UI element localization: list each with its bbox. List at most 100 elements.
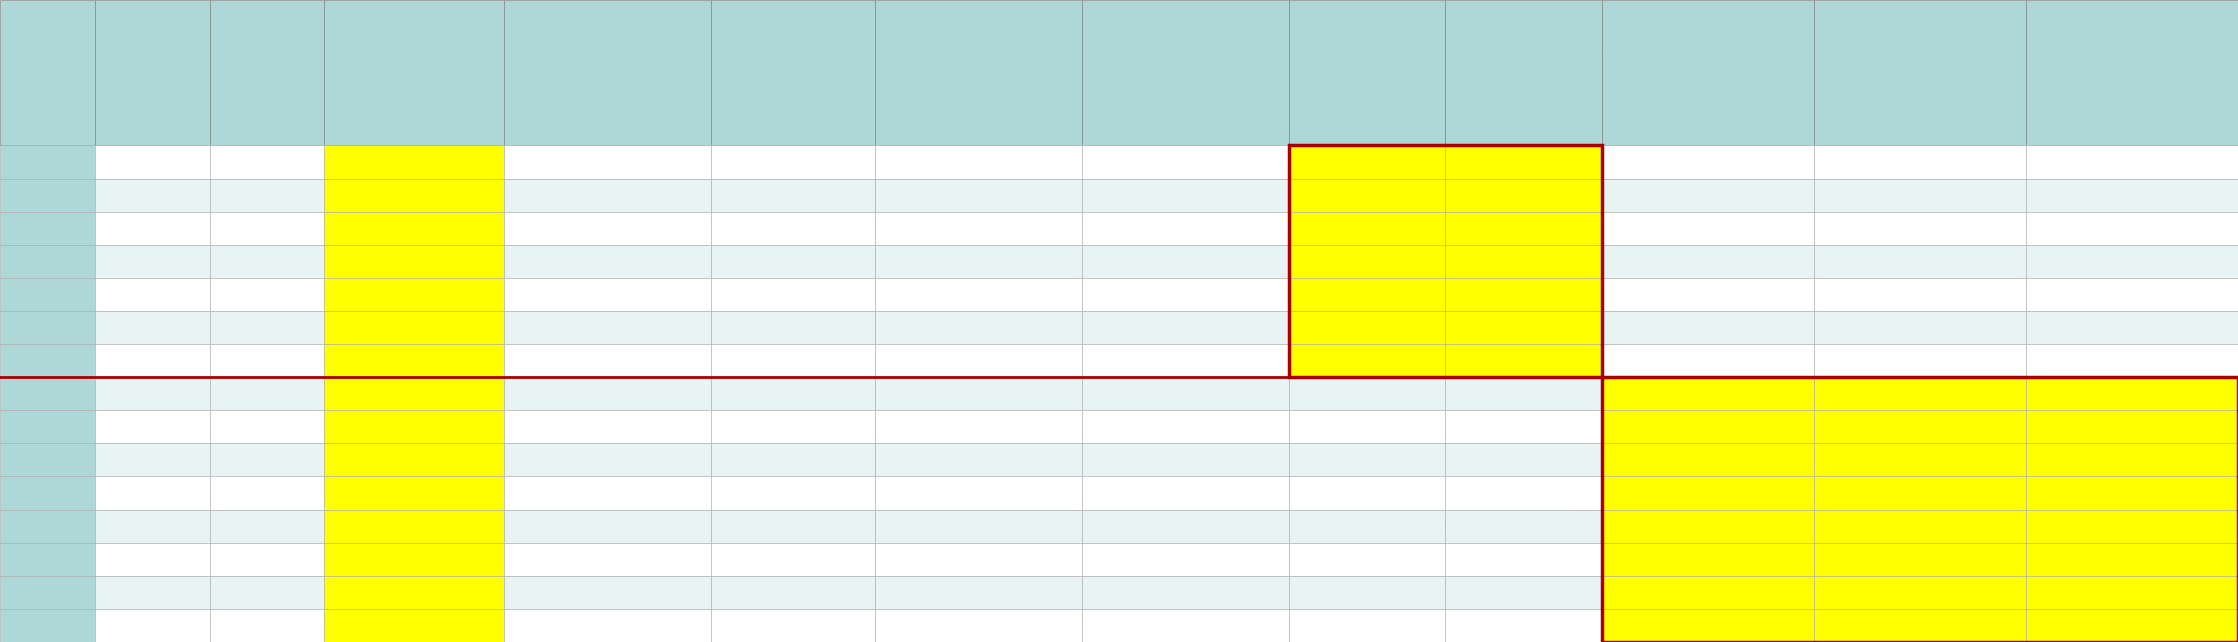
Text: 4.67%: 4.67% xyxy=(163,521,199,531)
Text: 253,430.74: 253,430.74 xyxy=(2164,223,2227,233)
Text: 47.15%: 47.15% xyxy=(1392,256,1435,266)
Text: 66,550.00: 66,550.00 xyxy=(436,256,492,266)
Text: 129,687.12: 129,687.12 xyxy=(430,488,492,498)
Text: 955,949.07: 955,949.07 xyxy=(636,422,700,432)
Text: 80.00%: 80.00% xyxy=(157,157,199,167)
Text: Old investment: Old investment xyxy=(557,66,658,79)
Text: 2013: 2013 xyxy=(56,455,85,465)
Text: 53.30%: 53.30% xyxy=(271,223,313,233)
Text: 168,411.20: 168,411.20 xyxy=(1739,388,1804,399)
Text: 150,367.15: 150,367.15 xyxy=(1007,388,1070,399)
Text: 2,165,799.96: 2,165,799.96 xyxy=(627,587,700,597)
Text: 91,026.59: 91,026.59 xyxy=(1746,521,1804,531)
Text: 1,144,667.10: 1,144,667.10 xyxy=(2153,422,2227,432)
Text: 611,627.94: 611,627.94 xyxy=(1952,356,2014,366)
Text: 2017: 2017 xyxy=(56,587,85,597)
Text: 7.50%: 7.50% xyxy=(1555,223,1591,233)
Text: 2005: 2005 xyxy=(56,190,85,200)
Text: 144,232.12: 144,232.12 xyxy=(1739,455,1804,465)
Text: 41.01%: 41.01% xyxy=(271,190,313,200)
Text: 69,292.12: 69,292.12 xyxy=(1746,290,1804,299)
Text: 0.00: 0.00 xyxy=(676,157,700,167)
Text: 567,636.14: 567,636.14 xyxy=(1213,356,1278,366)
Text: 2007: 2007 xyxy=(56,256,85,266)
Text: 985,188.34: 985,188.34 xyxy=(1952,422,2014,432)
Text: 100.00%: 100.00% xyxy=(264,620,313,630)
Text: 83.04%: 83.04% xyxy=(271,388,313,399)
Text: 6.50%: 6.50% xyxy=(1555,322,1591,333)
Text: 115,430.31: 115,430.31 xyxy=(1952,223,2014,233)
Text: 62.02%: 62.02% xyxy=(271,256,313,266)
Text: 74.32%: 74.32% xyxy=(271,322,313,333)
Text: 253,430.74: 253,430.74 xyxy=(636,256,700,266)
Text: 58.99%: 58.99% xyxy=(157,190,199,200)
Text: Equity
growth %: Equity growth % xyxy=(1336,59,1399,87)
Text: 0.00: 0.00 xyxy=(1779,620,1804,630)
Text: 10.20%: 10.20% xyxy=(157,455,199,465)
Text: 55,000.00: 55,000.00 xyxy=(436,190,492,200)
Text: 10,000.00: 10,000.00 xyxy=(1222,157,1278,167)
Text: 5.50%: 5.50% xyxy=(1555,190,1591,200)
Text: 86.61%: 86.61% xyxy=(271,422,313,432)
Text: 214,837.95: 214,837.95 xyxy=(1952,256,2014,266)
Text: 466,849.97: 466,849.97 xyxy=(801,290,864,299)
Text: 8.25%: 8.25% xyxy=(1555,256,1591,266)
Text: 142,655.84: 142,655.84 xyxy=(430,521,492,531)
Text: 95.33%: 95.33% xyxy=(271,521,313,531)
Text: 65,348.10: 65,348.10 xyxy=(1014,190,1070,200)
Text: 50,000.00: 50,000.00 xyxy=(436,157,492,167)
Text: Year: Year xyxy=(34,66,63,79)
Text: 80,525.50: 80,525.50 xyxy=(436,322,492,333)
Text: 73,205.00: 73,205.00 xyxy=(436,290,492,299)
Text: 2011: 2011 xyxy=(56,388,85,399)
Text: 2016: 2016 xyxy=(56,554,85,564)
Text: 17.43%: 17.43% xyxy=(1392,356,1435,366)
Text: 420,938.23: 420,938.23 xyxy=(636,322,700,333)
Text: 121,758.58: 121,758.58 xyxy=(1739,488,1804,498)
Text: 396,886.58: 396,886.58 xyxy=(1952,322,2014,333)
Text: 2004: 2004 xyxy=(56,157,85,167)
Text: 736,016.70: 736,016.70 xyxy=(1213,388,1278,399)
Text: 1,357,382.93: 1,357,382.93 xyxy=(2153,455,2227,465)
Text: 1,474,842.02: 1,474,842.02 xyxy=(1940,488,2014,498)
Text: 2,880,415.81: 2,880,415.81 xyxy=(2153,620,2227,630)
Text: 31.21%: 31.21% xyxy=(157,290,199,299)
Text: 630,057.53: 630,057.53 xyxy=(636,356,700,366)
Text: Total
investment
in equity
after growth
(EoY): Total investment in equity after growth … xyxy=(1665,37,1750,108)
Text: 172,613.56: 172,613.56 xyxy=(430,587,492,597)
Text: 45,423.96: 45,423.96 xyxy=(1014,554,1070,564)
Text: 16.96%: 16.96% xyxy=(157,388,199,399)
Text: 45,433.86: 45,433.86 xyxy=(1222,190,1278,200)
Text: 21.01%: 21.01% xyxy=(157,356,199,366)
Text: 1,865,068.08: 1,865,068.08 xyxy=(2153,521,2227,531)
Text: 178,807.03: 178,807.03 xyxy=(1739,256,1804,266)
Text: 319,980.74: 319,980.74 xyxy=(801,256,864,266)
Text: 0.00: 0.00 xyxy=(1045,587,1070,597)
Text: 787,537.87: 787,537.87 xyxy=(1952,388,2014,399)
Text: 1,976,565.54: 1,976,565.54 xyxy=(1204,554,1278,564)
Text: Corpus (EoY): Corpus (EoY) xyxy=(2090,66,2175,79)
Text: 0.00: 0.00 xyxy=(1045,620,1070,630)
Text: 107,377.03: 107,377.03 xyxy=(1213,223,1278,233)
Text: 50,874.83: 50,874.83 xyxy=(1746,554,1804,564)
Text: 94,068.82: 94,068.82 xyxy=(1014,223,1070,233)
Text: 20.00%: 20.00% xyxy=(271,157,313,167)
Text: Planned: Planned xyxy=(1401,517,1491,535)
Text: 1,657,982.71: 1,657,982.71 xyxy=(1204,521,1278,531)
Text: 81.03%: 81.03% xyxy=(1392,322,1435,333)
Text: 2,338,413.52: 2,338,413.52 xyxy=(790,587,864,597)
Text: 7.31%: 7.31% xyxy=(163,488,199,498)
Text: 142,391.75: 142,391.75 xyxy=(1007,422,1070,432)
Text: -52.45%: -52.45% xyxy=(1388,290,1435,299)
Text: 150,999.44: 150,999.44 xyxy=(1007,356,1070,366)
Text: Debt %: Debt % xyxy=(244,66,291,79)
Text: 2,502,102.47: 2,502,102.47 xyxy=(1940,587,2014,597)
Text: 501,463.73: 501,463.73 xyxy=(801,322,864,333)
Text: 0.00: 0.00 xyxy=(1779,587,1804,597)
Text: 0.00%: 0.00% xyxy=(163,620,199,630)
Text: 1,596,600.61: 1,596,600.61 xyxy=(627,521,700,531)
Text: 1,262,564.48: 1,262,564.48 xyxy=(790,455,864,465)
Text: 13.08%: 13.08% xyxy=(1392,157,1435,167)
Text: 189,874.92: 189,874.92 xyxy=(430,620,492,630)
Text: 138,000.43: 138,000.43 xyxy=(1739,223,1804,233)
